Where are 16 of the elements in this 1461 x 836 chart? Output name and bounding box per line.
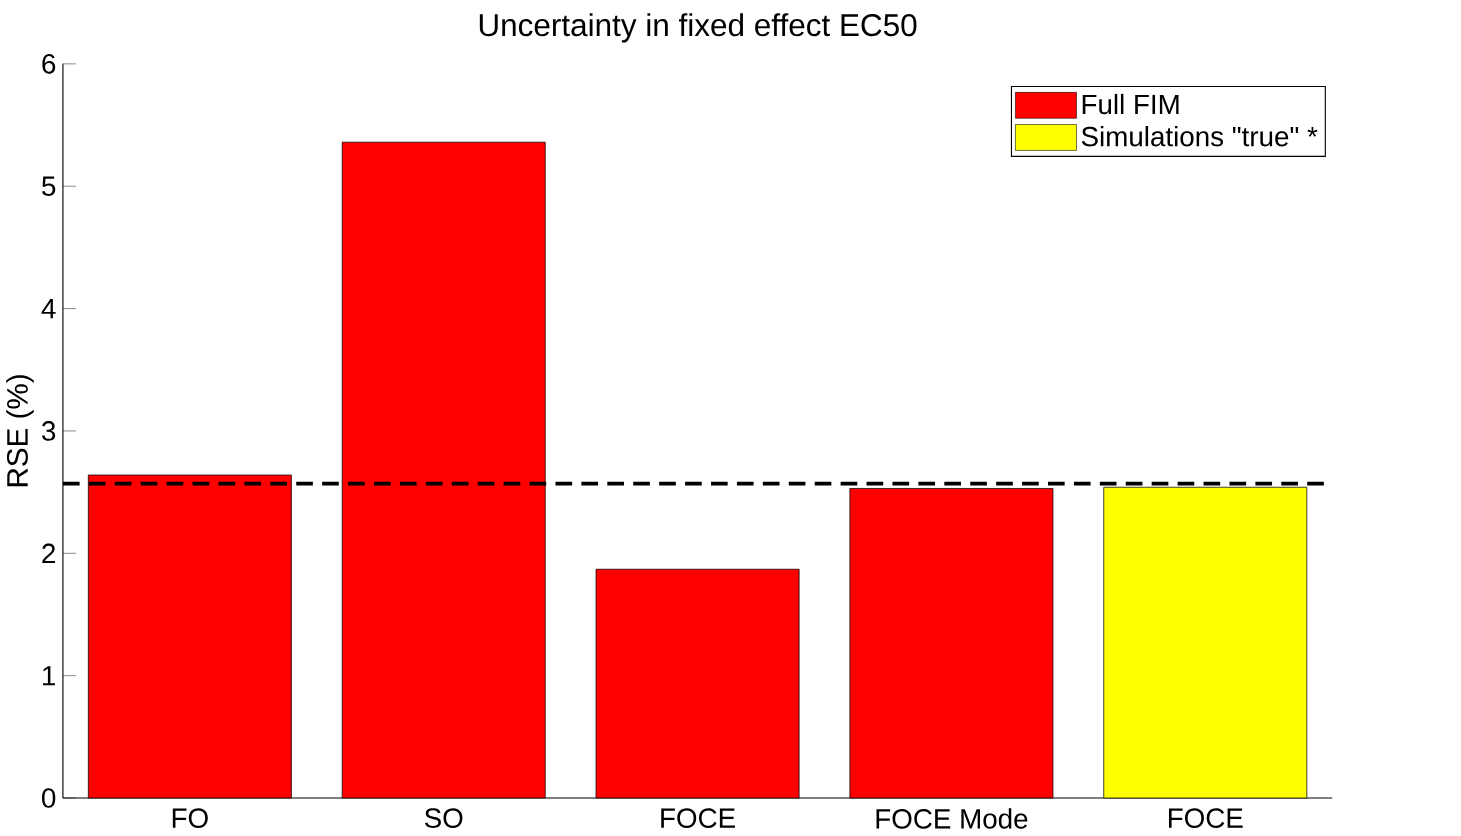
x-tick-label: FO xyxy=(172,808,208,828)
y-tick-label: 0 xyxy=(42,788,56,808)
x-tick-label: SO xyxy=(424,808,463,828)
legend-label: Simulations "true" * xyxy=(1081,126,1318,147)
y-tick-label: 3 xyxy=(41,421,56,441)
x-tick-label: FOCE Mode xyxy=(876,808,1028,829)
legend-label: Full FIM xyxy=(1082,93,1179,115)
y-axis-title: RSE (%) xyxy=(6,375,34,487)
x-tick-label: FOCE xyxy=(661,808,735,828)
y-tick-label: 5 xyxy=(42,176,56,196)
y-tick-label: 6 xyxy=(42,54,56,74)
x-tick-label: FOCE xyxy=(1168,808,1243,828)
chart-title: Uncertainty in fixed effect EC50 xyxy=(479,13,917,43)
y-tick-label: 4 xyxy=(41,299,56,319)
y-tick-label: 1 xyxy=(43,666,56,686)
y-tick-label: 2 xyxy=(42,543,55,564)
